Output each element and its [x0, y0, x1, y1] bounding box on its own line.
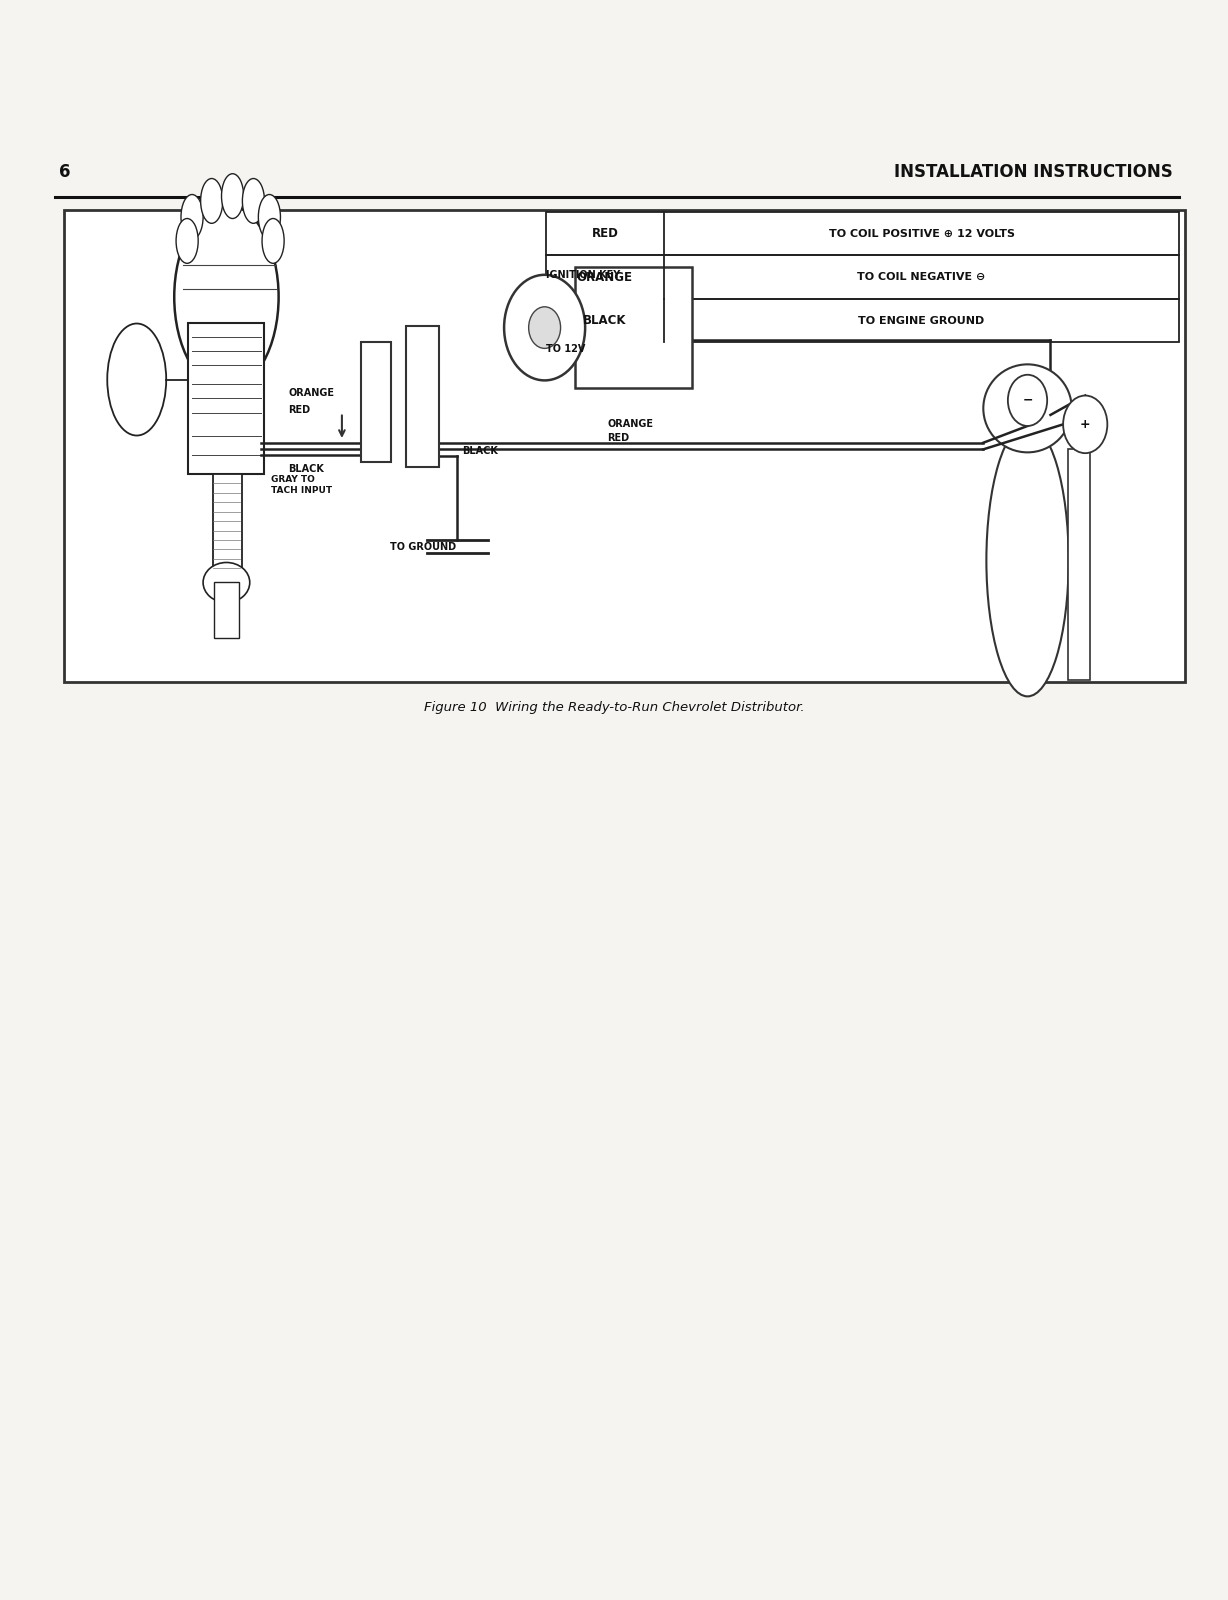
Text: BLACK: BLACK	[289, 464, 324, 474]
Bar	[214, 582, 238, 638]
Text: RED: RED	[592, 227, 618, 240]
Bar	[546, 256, 1179, 299]
Ellipse shape	[174, 205, 279, 389]
Bar	[188, 323, 264, 474]
Circle shape	[528, 307, 560, 349]
Ellipse shape	[258, 195, 280, 240]
Text: TO GROUND: TO GROUND	[389, 542, 456, 552]
Bar	[361, 342, 391, 462]
Text: TO 12V: TO 12V	[546, 344, 586, 354]
Text: +: +	[1079, 418, 1090, 430]
Ellipse shape	[203, 563, 249, 603]
Text: 6: 6	[59, 163, 70, 181]
Text: −: −	[1022, 394, 1033, 406]
Bar	[546, 299, 1179, 342]
Bar	[575, 267, 693, 389]
Bar	[64, 210, 1185, 682]
Text: INSTALLATION INSTRUCTIONS: INSTALLATION INSTRUCTIONS	[894, 163, 1173, 181]
Text: ORANGE: ORANGE	[289, 389, 334, 398]
Circle shape	[503, 275, 585, 381]
Text: Figure 10  Wiring the Ready-to-Run Chevrolet Distributor.: Figure 10 Wiring the Ready-to-Run Chevro…	[424, 701, 804, 714]
Text: TO ENGINE GROUND: TO ENGINE GROUND	[858, 315, 985, 325]
Ellipse shape	[262, 219, 284, 264]
Text: ORANGE: ORANGE	[577, 270, 632, 283]
Text: TO COIL POSITIVE ⊕ 12 VOLTS: TO COIL POSITIVE ⊕ 12 VOLTS	[829, 229, 1014, 238]
Circle shape	[1008, 374, 1047, 426]
Bar	[212, 474, 242, 578]
Text: TO COIL NEGATIVE ⊖: TO COIL NEGATIVE ⊖	[857, 272, 986, 282]
Ellipse shape	[107, 323, 166, 435]
Text: IGNITION KEY: IGNITION KEY	[546, 270, 620, 280]
Circle shape	[1063, 395, 1108, 453]
Text: RED: RED	[608, 434, 630, 443]
Ellipse shape	[242, 179, 264, 224]
Ellipse shape	[221, 174, 243, 219]
Bar	[1068, 450, 1090, 680]
Ellipse shape	[181, 195, 203, 240]
Bar	[405, 326, 440, 467]
Ellipse shape	[176, 219, 198, 264]
Bar	[546, 211, 1179, 256]
Ellipse shape	[984, 365, 1072, 453]
Ellipse shape	[986, 424, 1068, 696]
Text: RED: RED	[289, 405, 311, 414]
Ellipse shape	[200, 179, 222, 224]
Text: ORANGE: ORANGE	[608, 419, 653, 429]
Text: GRAY TO
TACH INPUT: GRAY TO TACH INPUT	[271, 475, 333, 494]
Text: BLACK: BLACK	[462, 446, 497, 456]
Text: BLACK: BLACK	[583, 314, 626, 326]
